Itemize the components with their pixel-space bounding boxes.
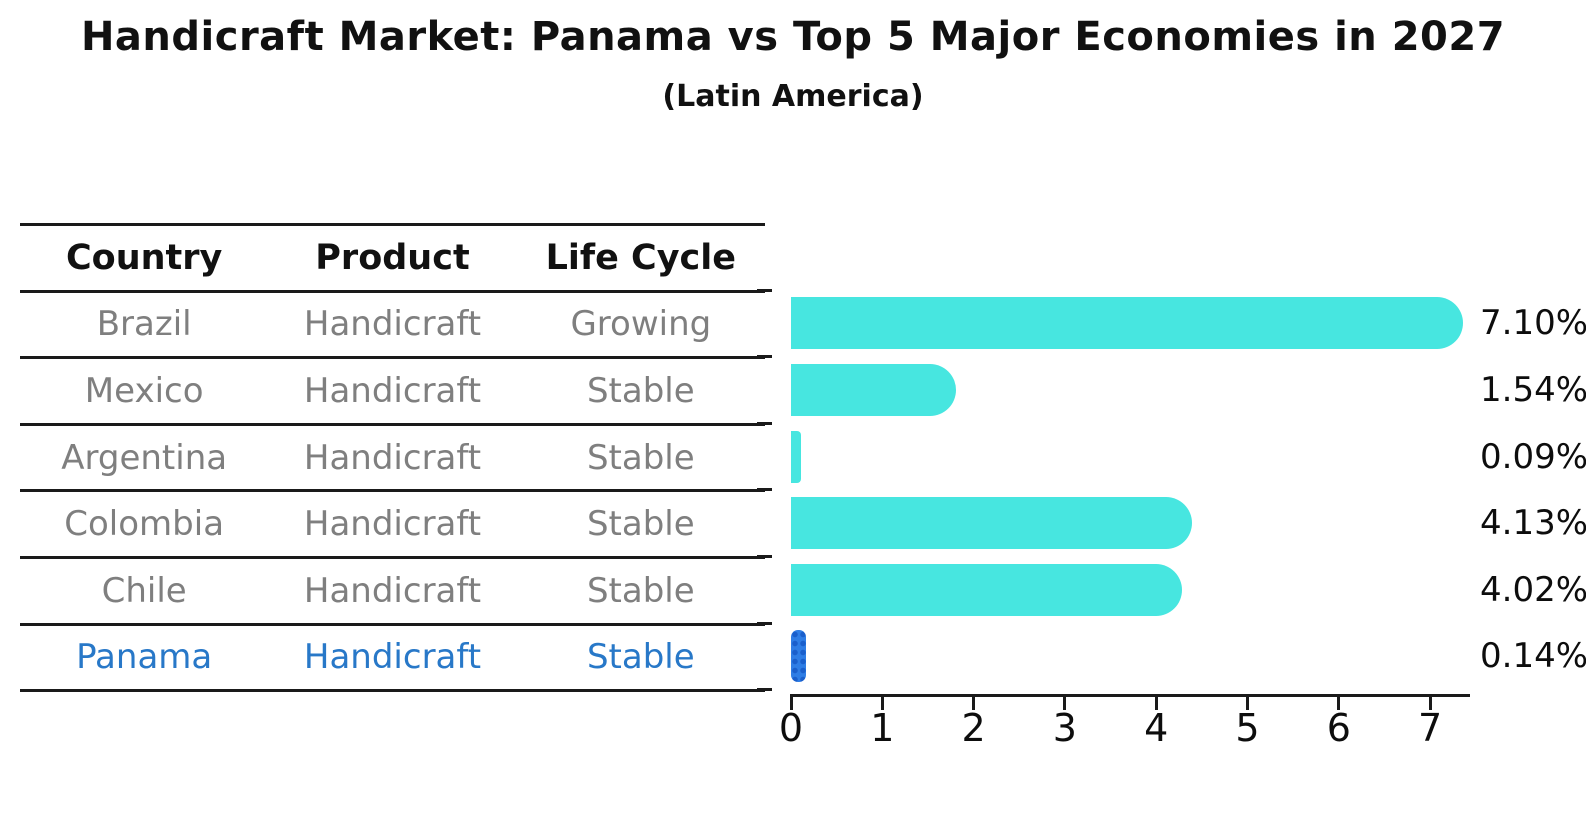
x-tick-label-7: 7 bbox=[1418, 706, 1443, 750]
cell-colombia-product: Handicraft bbox=[303, 504, 482, 545]
x-axis-line bbox=[790, 694, 1470, 697]
y-axis-tick bbox=[757, 488, 772, 492]
x-tick-label-5: 5 bbox=[1235, 706, 1260, 750]
header-cell-country: Country bbox=[65, 237, 223, 278]
cell-chile-country: Chile bbox=[101, 570, 187, 611]
table-row-colombia: Colombia Handicraft Stable bbox=[20, 492, 765, 559]
cell-brazil-life-cycle: Growing bbox=[570, 304, 712, 345]
value-label-argentina: 0.09% bbox=[1480, 436, 1586, 477]
cell-mexico-country: Mexico bbox=[84, 370, 204, 411]
bar-mexico bbox=[791, 363, 956, 416]
value-label-mexico: 1.54% bbox=[1480, 369, 1586, 410]
y-axis-tick bbox=[757, 421, 772, 425]
x-tick-label-1: 1 bbox=[870, 706, 895, 750]
y-axis-tick bbox=[757, 554, 772, 558]
bar-panama bbox=[791, 630, 806, 683]
value-label-colombia: 4.13% bbox=[1480, 503, 1586, 544]
cell-brazil-product: Handicraft bbox=[303, 304, 482, 345]
cell-panama-life-cycle: Stable bbox=[586, 637, 695, 678]
cell-panama-product: Handicraft bbox=[303, 637, 482, 678]
header-cell-product: Product bbox=[315, 237, 470, 278]
header-cell-life-cycle: Life Cycle bbox=[545, 237, 737, 278]
chart-title: Handicraft Market: Panama vs Top 5 Major… bbox=[80, 14, 1506, 60]
table-row-chile: Chile Handicraft Stable bbox=[20, 559, 765, 626]
bar-brazil bbox=[791, 297, 1464, 350]
cell-panama-country: Panama bbox=[76, 637, 213, 678]
x-axis-tick bbox=[880, 697, 884, 710]
table-row-panama: Panama Handicraft Stable bbox=[20, 626, 765, 693]
x-tick-label-6: 6 bbox=[1326, 706, 1351, 750]
x-axis-tick bbox=[1428, 697, 1432, 710]
y-axis-tick bbox=[757, 355, 772, 359]
y-axis-tick bbox=[757, 288, 772, 292]
data-table: Country Product Life Cycle Brazil Handicraft… bbox=[20, 223, 765, 693]
y-axis-tick bbox=[757, 688, 772, 692]
cell-chile-product: Handicraft bbox=[303, 570, 482, 611]
cell-colombia-country: Colombia bbox=[64, 504, 225, 545]
x-axis-tick bbox=[1154, 697, 1158, 710]
value-label-brazil: 7.10% bbox=[1480, 303, 1586, 344]
table-row-mexico: Mexico Handicraft Stable bbox=[20, 359, 765, 426]
x-tick-label-4: 4 bbox=[1144, 706, 1169, 750]
x-axis-tick bbox=[1337, 697, 1341, 710]
x-axis-tick bbox=[972, 697, 976, 710]
cell-chile-life-cycle: Stable bbox=[586, 570, 695, 611]
bar-chile bbox=[791, 563, 1183, 616]
x-axis-tick bbox=[1063, 697, 1067, 710]
cell-mexico-product: Handicraft bbox=[303, 370, 482, 411]
table-row-argentina: Argentina Handicraft Stable bbox=[20, 426, 765, 493]
cell-mexico-life-cycle: Stable bbox=[586, 370, 695, 411]
x-axis-tick bbox=[789, 697, 793, 710]
cell-argentina-life-cycle: Stable bbox=[586, 437, 695, 478]
cell-colombia-life-cycle: Stable bbox=[586, 504, 695, 545]
table-header-row: Country Product Life Cycle bbox=[20, 226, 765, 293]
value-label-panama: 0.14% bbox=[1480, 636, 1586, 677]
cell-argentina-product: Handicraft bbox=[303, 437, 482, 478]
x-tick-label-0: 0 bbox=[778, 706, 804, 750]
value-label-chile: 4.02% bbox=[1480, 569, 1586, 610]
x-axis-tick bbox=[1246, 697, 1249, 710]
cell-brazil-country: Brazil bbox=[96, 304, 192, 345]
bar-argentina bbox=[791, 430, 802, 483]
y-axis-tick bbox=[757, 621, 772, 625]
x-tick-label-2: 2 bbox=[961, 706, 986, 750]
table-row-brazil: Brazil Handicraft Growing bbox=[20, 293, 765, 360]
x-tick-label-3: 3 bbox=[1052, 706, 1077, 750]
bar-colombia bbox=[791, 497, 1193, 550]
chart-subtitle: (Latin America) bbox=[662, 79, 924, 114]
cell-argentina-country: Argentina bbox=[61, 437, 228, 478]
